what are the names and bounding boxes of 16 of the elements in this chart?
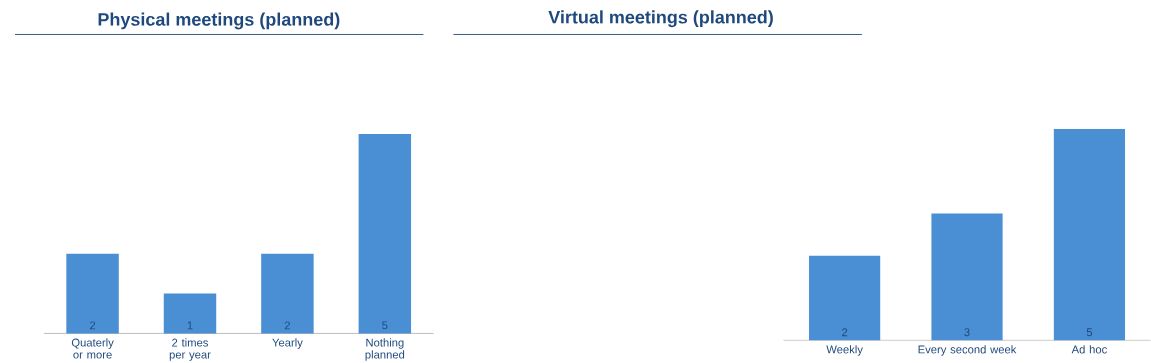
chart-title: Virtual meetings (planned) bbox=[548, 10, 773, 28]
data-label: 5 bbox=[1086, 328, 1093, 337]
data-label: 3 bbox=[964, 328, 970, 337]
x-tick-label: Nothing planned bbox=[365, 338, 405, 361]
x-tick-label: Every second week bbox=[918, 345, 1017, 356]
data-label: 1 bbox=[187, 321, 193, 330]
data-label: 2 bbox=[284, 321, 290, 330]
x-tick-label: Ad hoc bbox=[1071, 345, 1107, 354]
x-tick-label: 2 times per year bbox=[169, 338, 211, 361]
x-tick-label: Quaterly or more bbox=[71, 338, 114, 359]
data-label: 2 bbox=[90, 321, 96, 330]
x-tick-label: Weekly bbox=[826, 345, 863, 356]
data-label: 2 bbox=[842, 328, 848, 337]
x-tick-label: Yearly bbox=[272, 338, 303, 349]
chart-title: Physical meetings (planned) bbox=[98, 12, 340, 30]
data-label: 5 bbox=[382, 321, 388, 330]
